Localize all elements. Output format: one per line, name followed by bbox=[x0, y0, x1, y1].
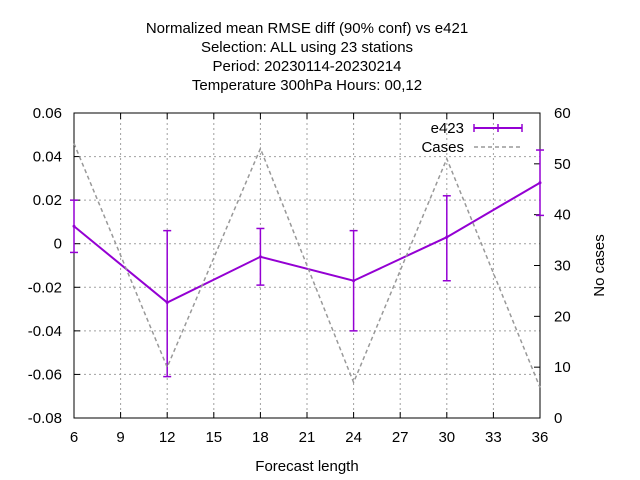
y-tick-label: -0.06 bbox=[28, 366, 62, 383]
x-tick-label: 12 bbox=[159, 429, 176, 446]
chart-title: Normalized mean RMSE diff (90% conf) vs … bbox=[146, 20, 468, 94]
series-line-e423 bbox=[73, 181, 541, 304]
y2-tick-label: 30 bbox=[554, 258, 571, 275]
y2-tick-label: 10 bbox=[554, 359, 571, 376]
legend: e423 Cases bbox=[421, 120, 523, 156]
y-tick-label: -0.02 bbox=[28, 279, 62, 296]
series-line-cases bbox=[73, 143, 541, 388]
y-tick-label: 0.02 bbox=[33, 192, 62, 209]
y2-tick-label: 40 bbox=[554, 207, 571, 224]
y-tick-label: -0.08 bbox=[28, 410, 62, 427]
y-tick-label: 0.06 bbox=[33, 105, 62, 122]
legend-label: e423 bbox=[431, 120, 464, 137]
x-tick-label: 15 bbox=[205, 429, 222, 446]
x-tick-label: 36 bbox=[532, 429, 549, 446]
y2-tick-label: 20 bbox=[554, 308, 571, 325]
grid bbox=[74, 113, 540, 418]
data-point bbox=[165, 301, 169, 305]
y-tick-label: 0 bbox=[54, 236, 62, 253]
y2-tick-label: 50 bbox=[554, 156, 571, 173]
data-point bbox=[258, 255, 262, 259]
x-tick-label: 24 bbox=[345, 429, 362, 446]
y-tick-label: -0.04 bbox=[28, 323, 62, 340]
y2-tick-label: 0 bbox=[554, 410, 562, 427]
x-tick-label: 27 bbox=[392, 429, 409, 446]
y-tick-label: 0.04 bbox=[33, 149, 62, 166]
title-line: Temperature 300hPa Hours: 00,12 bbox=[192, 77, 422, 94]
data-point bbox=[72, 224, 76, 228]
title-line: Selection: ALL using 23 stations bbox=[201, 39, 413, 56]
data-point bbox=[538, 181, 542, 185]
title-line: Period: 20230114-20230214 bbox=[212, 58, 401, 75]
x-tick-label: 6 bbox=[70, 429, 78, 446]
x-axis-label: Forecast length bbox=[255, 458, 358, 475]
legend-label: Cases bbox=[421, 139, 464, 156]
data-point bbox=[352, 279, 356, 283]
y2-tick-label: 60 bbox=[554, 105, 571, 122]
axis-ticks: 6 9 12 15 18 21 24 27 30 33 36 -0.08 -0.06 -0.04 -0.02… bbox=[28, 105, 571, 446]
x-tick-label: 18 bbox=[252, 429, 269, 446]
series bbox=[70, 143, 544, 388]
y2-axis-label: No cases bbox=[591, 234, 608, 297]
x-tick-label: 33 bbox=[485, 429, 502, 446]
x-tick-label: 30 bbox=[438, 429, 455, 446]
data-point bbox=[445, 235, 449, 239]
x-tick-label: 21 bbox=[299, 429, 316, 446]
title-line: Normalized mean RMSE diff (90% conf) vs … bbox=[146, 20, 468, 37]
x-tick-label: 9 bbox=[116, 429, 124, 446]
